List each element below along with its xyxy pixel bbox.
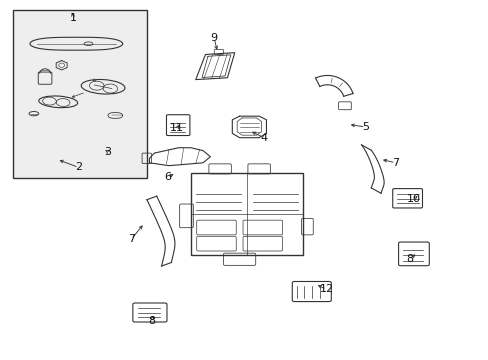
Text: 3: 3 bbox=[104, 147, 111, 157]
Text: 7: 7 bbox=[391, 158, 398, 168]
Bar bbox=[190, 173, 303, 255]
Text: 9: 9 bbox=[210, 33, 217, 43]
Text: 8: 8 bbox=[148, 316, 155, 325]
Bar bbox=[13, 10, 147, 178]
Text: 12: 12 bbox=[319, 284, 333, 294]
Text: 4: 4 bbox=[260, 133, 267, 143]
Text: 10: 10 bbox=[407, 194, 420, 204]
Text: 7: 7 bbox=[127, 234, 135, 244]
Text: 2: 2 bbox=[75, 162, 82, 172]
Text: 5: 5 bbox=[361, 122, 368, 132]
Text: 6: 6 bbox=[163, 172, 171, 182]
Text: 11: 11 bbox=[170, 123, 184, 133]
Text: 1: 1 bbox=[69, 13, 76, 23]
Text: 8: 8 bbox=[406, 254, 413, 264]
